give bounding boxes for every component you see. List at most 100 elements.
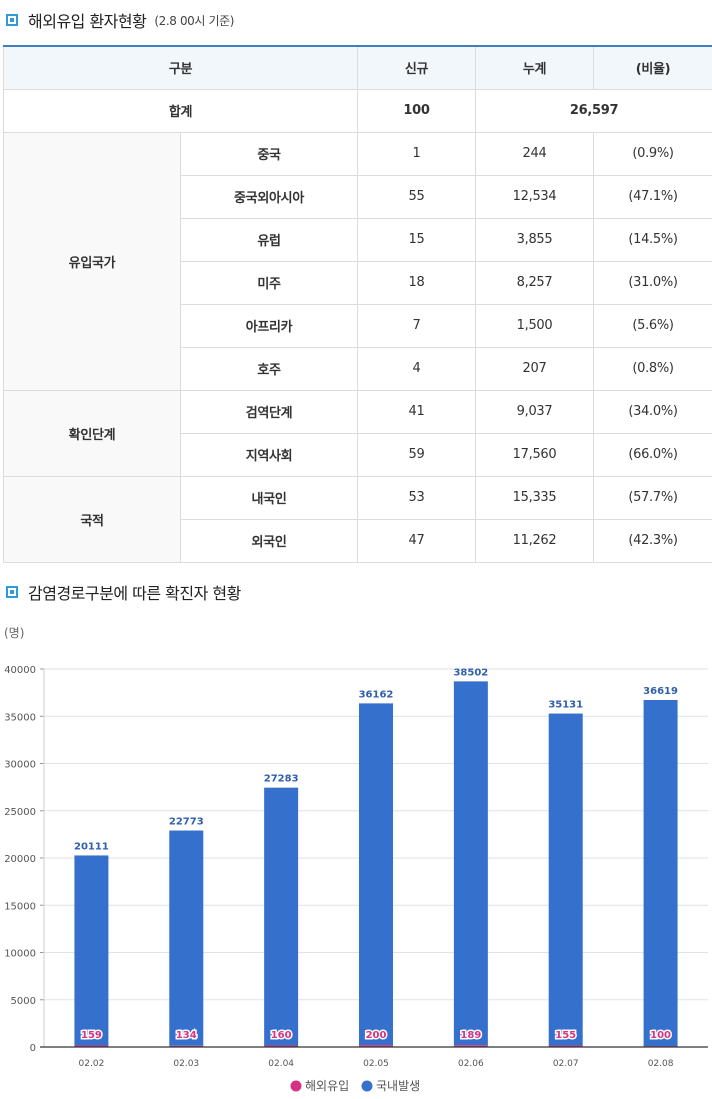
cell-cumulative: 15,335	[475, 475, 595, 520]
y-tick-label: 25000	[4, 807, 36, 818]
data-label-domestic: 38502	[453, 667, 488, 678]
cell-cumulative: 8,257	[475, 260, 595, 305]
total-label: 합계	[2, 88, 359, 133]
total-cumulative: 26,597	[475, 88, 712, 133]
cell-new: 47	[357, 518, 477, 563]
bar-domestic	[264, 787, 299, 1046]
cell-cumulative: 11,262	[475, 518, 595, 563]
y-axis-unit: (명)	[4, 626, 24, 640]
cell-ratio: (0.8%)	[593, 346, 712, 391]
y-tick-label: 0	[30, 1043, 36, 1054]
bar-overseas	[453, 1045, 488, 1047]
table-row: 지역사회 59 17,560 (66.0%)	[4, 432, 712, 477]
group-label: 확인단계	[3, 389, 181, 477]
y-tick-label: 15000	[4, 901, 36, 912]
cell-ratio: (47.1%)	[593, 174, 712, 219]
data-label-domestic: 27283	[264, 774, 299, 785]
table-row: 외국인 47 11,262 (42.3%)	[4, 518, 712, 563]
data-label-overseas: 159	[81, 1030, 102, 1041]
square-bullet-icon	[6, 14, 18, 26]
row-label: 중국외아시아	[179, 174, 359, 219]
data-label-overseas: 160	[271, 1030, 292, 1041]
x-tick-label: 02.04	[268, 1059, 294, 1069]
data-label-domestic: 35131	[548, 700, 583, 711]
y-tick-label: 35000	[4, 712, 36, 723]
x-tick-label: 02.08	[648, 1059, 674, 1069]
cell-new: 18	[357, 260, 477, 305]
cell-ratio: (0.9%)	[593, 131, 712, 176]
data-label-overseas: 134	[176, 1030, 197, 1041]
bar-domestic	[453, 681, 488, 1046]
section-subtitle: (2.8 00시 기준)	[154, 13, 235, 28]
cell-new: 7	[357, 303, 477, 348]
row-label: 유럽	[179, 217, 359, 262]
cell-cumulative: 244	[475, 131, 595, 176]
table-row: 미주 18 8,257 (31.0%)	[4, 260, 712, 305]
y-tick-label: 20000	[4, 854, 36, 865]
bar-domestic	[643, 700, 678, 1047]
row-label: 내국인	[179, 475, 359, 520]
row-label: 검역단계	[179, 389, 359, 434]
bar-overseas	[74, 1045, 109, 1047]
group-label: 유입국가	[3, 131, 181, 391]
cell-ratio: (31.0%)	[593, 260, 712, 305]
bar-overseas	[264, 1045, 299, 1047]
y-tick-label: 40000	[4, 665, 36, 676]
bar-domestic	[169, 830, 204, 1046]
data-label-overseas-halo: 200	[366, 1030, 387, 1041]
row-label: 호주	[179, 346, 359, 391]
cell-cumulative: 3,855	[475, 217, 595, 262]
x-tick-label: 02.07	[553, 1059, 579, 1069]
cell-cumulative: 207	[475, 346, 595, 391]
cell-ratio: (66.0%)	[593, 432, 712, 477]
data-label-overseas-halo: 160	[271, 1030, 292, 1041]
group-label: 국적	[3, 475, 181, 563]
data-label-overseas-halo: 159	[81, 1030, 102, 1041]
data-label-domestic: 20111	[74, 841, 109, 852]
data-label-overseas: 200	[366, 1030, 387, 1041]
x-tick-label: 02.05	[363, 1059, 389, 1069]
row-label: 아프리카	[179, 303, 359, 348]
cell-ratio: (57.7%)	[593, 475, 712, 520]
legend-label-overseas: 해외유입	[305, 1079, 349, 1093]
header-category: 구분	[2, 45, 359, 90]
bar-overseas	[169, 1045, 204, 1047]
cell-new: 1	[357, 131, 477, 176]
table-header-row: 구분 신규 누계 (비율)	[2, 45, 712, 90]
table-row: 호주 4 207 (0.8%)	[4, 346, 712, 391]
cell-cumulative: 9,037	[475, 389, 595, 434]
row-label: 지역사회	[179, 432, 359, 477]
data-label-overseas: 189	[460, 1030, 481, 1041]
bar-domestic	[74, 855, 109, 1046]
data-label-overseas-halo: 155	[555, 1030, 576, 1041]
legend-label-domestic: 국내발생	[376, 1079, 420, 1093]
section-title: 감염경로구분에 따른 확진자 현황	[28, 584, 241, 603]
row-label: 중국	[179, 131, 359, 176]
table-row: 유럽 15 3,855 (14.5%)	[4, 217, 712, 262]
cell-new: 55	[357, 174, 477, 219]
table-row: 확인단계 검역단계 41 9,037 (34.0%)	[3, 389, 712, 477]
square-bullet-icon	[6, 586, 18, 598]
data-label-domestic: 22773	[169, 817, 204, 828]
row-label: 외국인	[179, 518, 359, 563]
total-new: 100	[357, 88, 477, 133]
data-label-overseas: 155	[555, 1030, 576, 1041]
cell-ratio: (42.3%)	[593, 518, 712, 563]
header-new: 신규	[357, 45, 477, 90]
row-label: 미주	[179, 260, 359, 305]
y-tick-label: 30000	[4, 760, 36, 771]
legend-marker-overseas	[290, 1080, 302, 1092]
x-tick-label: 02.03	[173, 1059, 199, 1069]
section-header-overseas: 해외유입 환자현황 (2.8 00시 기준)	[6, 8, 234, 32]
x-tick-label: 02.06	[458, 1059, 484, 1069]
confirmed-cases-chart: (명) 0 5000 10000 15000 20000 25000 30000 35000 40…	[0, 620, 712, 1099]
section-title: 해외유입 환자현황	[28, 12, 147, 31]
cell-cumulative: 1,500	[475, 303, 595, 348]
header-ratio: (비율)	[593, 45, 712, 90]
bar-domestic	[548, 713, 583, 1046]
data-label-overseas-halo: 189	[460, 1030, 481, 1041]
cell-cumulative: 12,534	[475, 174, 595, 219]
cell-new: 41	[357, 389, 477, 434]
cell-new: 4	[357, 346, 477, 391]
data-label-overseas-halo: 134	[176, 1030, 197, 1041]
